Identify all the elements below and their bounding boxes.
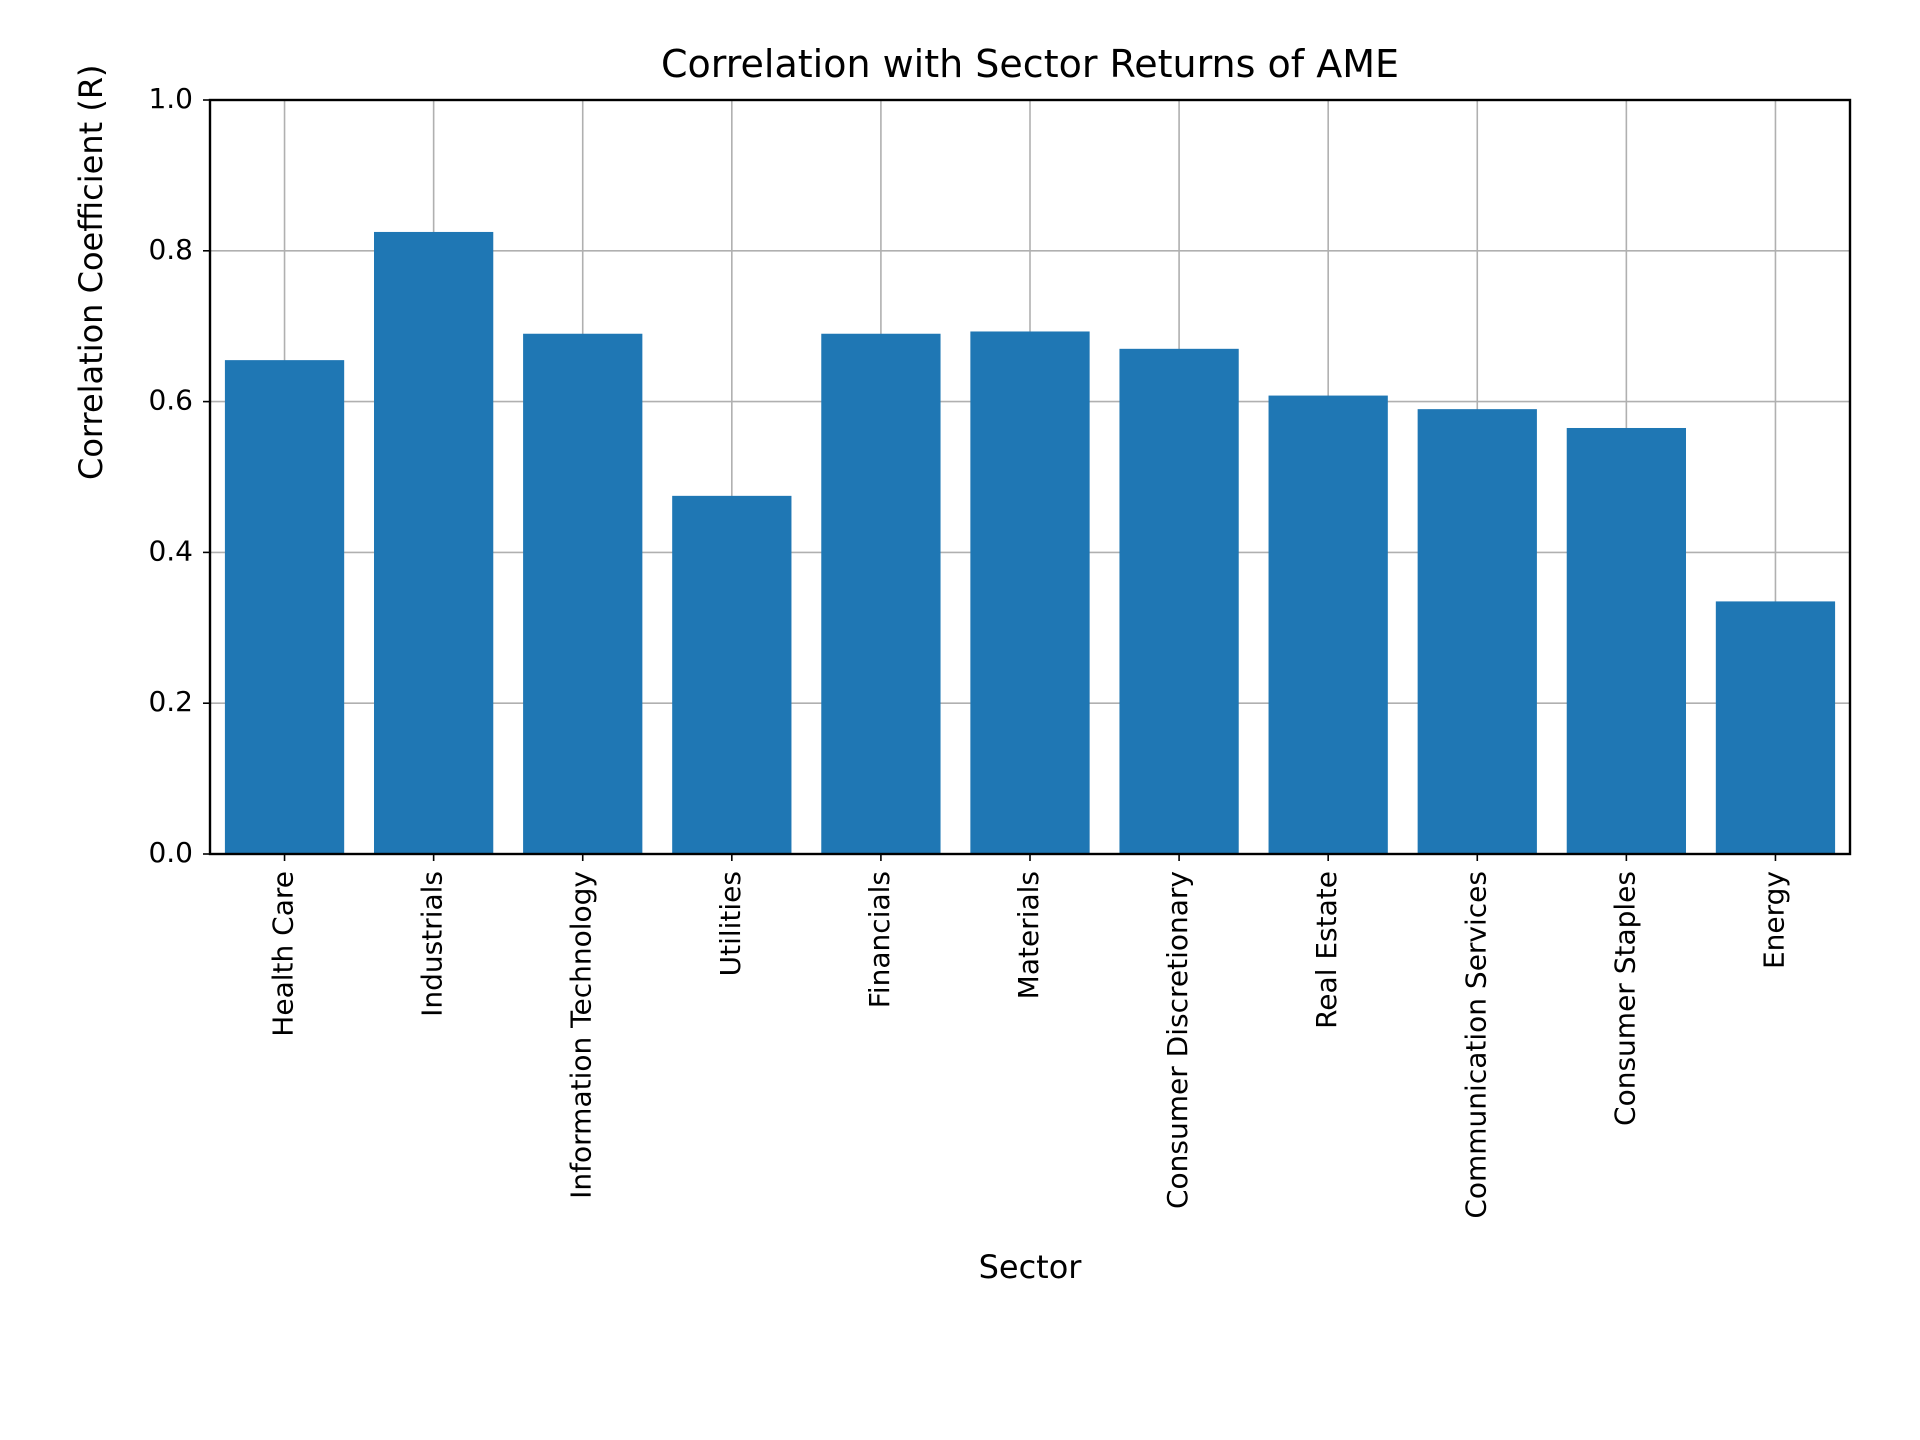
bar: [1119, 349, 1238, 854]
x-tick-label: Industrials: [416, 871, 449, 1017]
y-tick-label: 0.0: [148, 836, 193, 869]
bar: [672, 496, 791, 854]
y-tick-label: 0.8: [148, 233, 193, 266]
bar: [374, 232, 493, 854]
y-tick-label: 0.4: [148, 534, 193, 567]
x-tick-label: Financials: [863, 871, 896, 1008]
x-tick-label: Information Technology: [565, 871, 598, 1199]
x-tick-label: Communication Services: [1459, 871, 1492, 1219]
figure: Correlation with Sector Returns of AME C…: [0, 0, 1920, 1440]
y-tick-label: 1.0: [148, 82, 193, 115]
x-tick-label: Energy: [1757, 871, 1790, 969]
y-tick-label: 0.6: [148, 384, 193, 417]
x-tick-label: Consumer Staples: [1608, 871, 1641, 1126]
bar: [225, 360, 344, 854]
bar: [1269, 396, 1388, 854]
bar: [1567, 428, 1686, 854]
x-tick-label: Real Estate: [1310, 871, 1343, 1029]
x-tick-label: Consumer Discretionary: [1161, 871, 1194, 1209]
bar: [1716, 601, 1835, 854]
x-tick-label: Utilities: [714, 871, 747, 976]
x-tick-label: Materials: [1012, 871, 1045, 999]
bar: [821, 334, 940, 854]
bar: [523, 334, 642, 854]
bar: [1418, 409, 1537, 854]
bar: [970, 331, 1089, 854]
x-tick-label: Health Care: [267, 871, 300, 1037]
y-tick-label: 0.2: [148, 685, 193, 718]
plot-area: 0.0 0.2 0.4 0.6 0.8 1.0 Health Care Industrials…: [0, 0, 1920, 1440]
